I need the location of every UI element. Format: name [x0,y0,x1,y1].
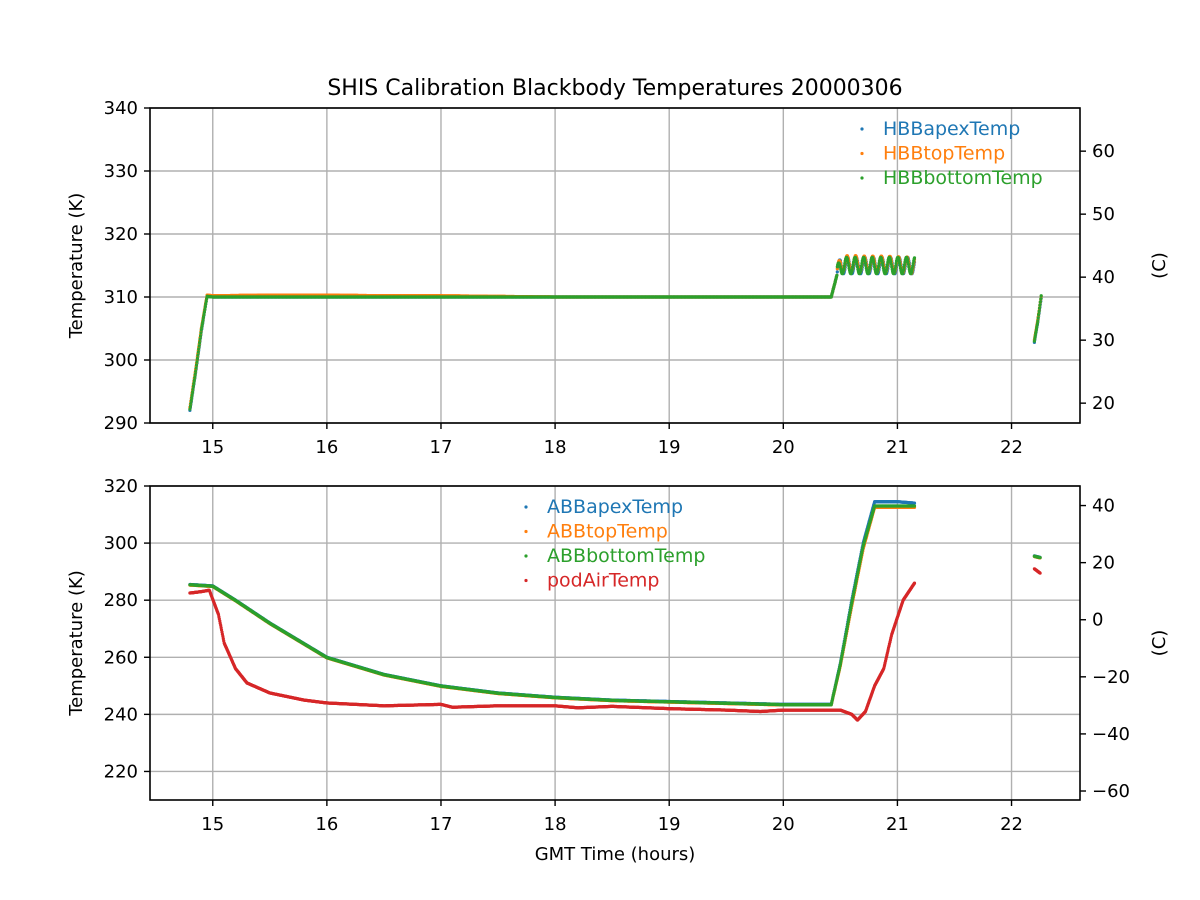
series-HBBapexTemp [188,255,1043,412]
data-point [835,270,839,274]
series-HBBtopTemp [188,254,1043,409]
top-panel: 15 16 17 18 19 20 21 22290300310320330340203040… [66,98,1170,458]
data-point [189,398,193,402]
data-point [193,375,197,379]
data-point [192,378,196,382]
data-point [197,344,201,348]
data-point [196,350,200,354]
data-point [188,404,192,408]
series-HBBbottomTemp [188,255,1043,411]
data-point [198,334,203,338]
data-point [199,331,203,335]
top-series [188,254,1043,412]
data-point [190,393,194,397]
data-point [195,360,199,364]
data-point [190,395,194,400]
chart-title: SHIS Calibration Blackbody Temperatures … [327,76,902,101]
data-point [191,390,195,394]
data-point [194,363,199,367]
data-point [198,337,202,341]
data-point [198,341,202,345]
data-point [193,372,197,376]
data-point [835,273,839,277]
data-point [194,366,198,370]
data-point [192,381,196,385]
data-point [195,356,199,361]
data-point [188,407,192,411]
data-point [189,401,193,405]
data-point [191,384,195,388]
data-point [196,353,200,357]
data-point [194,369,198,373]
data-point [197,347,201,351]
data-point [191,387,195,391]
